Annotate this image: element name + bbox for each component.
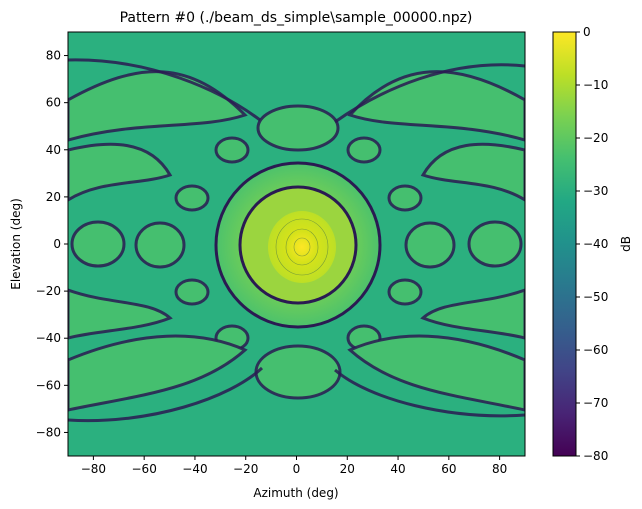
y-axis-label: Elevation (deg) [9, 198, 23, 290]
y-tick-label: 80 [46, 49, 61, 63]
colorbar-tick-label: −30 [583, 184, 608, 198]
y-tick-label: 40 [46, 143, 61, 157]
sidelobe-pattern [68, 70, 525, 412]
colorbar-tick-label: −10 [583, 78, 608, 92]
colorbar-axis: 0 −10 −20 −30 −40 −50 −60 −70 −80 [576, 25, 608, 463]
x-tick-label: −60 [132, 462, 157, 476]
x-tick-label: 80 [492, 462, 507, 476]
x-tick-label: 60 [441, 462, 456, 476]
y-tick-label: −60 [36, 378, 61, 392]
y-tick-label: 0 [53, 237, 61, 251]
y-tick-label: 60 [46, 96, 61, 110]
x-axis-label: Azimuth (deg) [253, 486, 338, 500]
main-beam-contours [275, 218, 329, 276]
chart-title: Pattern #0 (./beam_ds_simple\sample_0000… [120, 10, 473, 26]
main-beam [268, 211, 336, 283]
y-tick-label: −80 [36, 425, 61, 439]
x-tick-label: 20 [340, 462, 355, 476]
null-arcs [68, 58, 525, 423]
colorbar-tick-label: −40 [583, 237, 608, 251]
x-axis: −80 −60 −40 −20 0 20 40 60 80 [81, 456, 507, 476]
colorbar-label: dB [619, 236, 633, 252]
y-tick-label: −40 [36, 331, 61, 345]
x-tick-label: −40 [182, 462, 207, 476]
colorbar-tick-label: −60 [583, 343, 608, 357]
x-tick-label: 40 [390, 462, 405, 476]
x-tick-label: −20 [233, 462, 258, 476]
y-tick-label: 20 [46, 190, 61, 204]
plot-area [68, 32, 525, 456]
colorbar-tick-label: −50 [583, 290, 608, 304]
colorbar-tick-label: −20 [583, 131, 608, 145]
colorbar [552, 31, 577, 457]
colorbar-tick-label: −70 [583, 396, 608, 410]
colorbar-tick-label: 0 [583, 25, 591, 39]
x-tick-label: −80 [81, 462, 106, 476]
colorbar-tick-label: −80 [583, 449, 608, 463]
y-axis: −80 −60 −40 −20 0 20 40 60 80 [36, 49, 68, 439]
x-tick-label: 0 [293, 462, 301, 476]
y-tick-label: −20 [36, 284, 61, 298]
